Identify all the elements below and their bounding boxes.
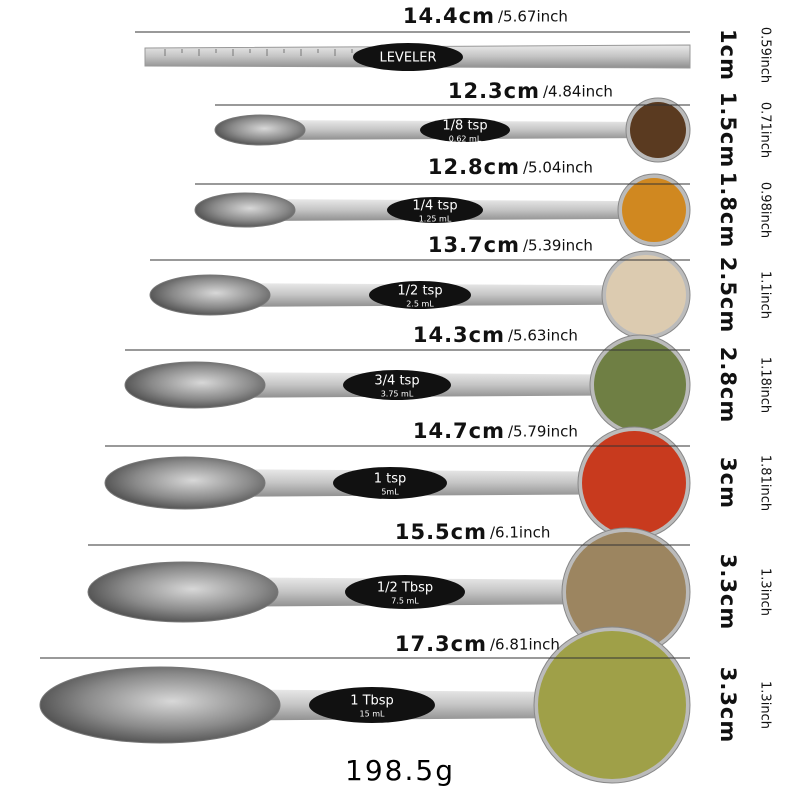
width-inch: 1.81inch <box>758 455 773 511</box>
width-inch: 0.59inch <box>758 27 773 83</box>
length-cm: 12.3cm <box>448 79 540 103</box>
label-oval <box>353 43 463 71</box>
spoon-volume: 0.62 mL <box>449 135 482 144</box>
width-cm: 1.8cm <box>716 172 740 249</box>
left-bowl <box>194 192 296 228</box>
spice <box>594 339 686 431</box>
label-oval <box>369 281 471 309</box>
label-oval <box>343 370 451 400</box>
width-inch: 1.18inch <box>758 357 773 413</box>
label-oval <box>345 575 465 609</box>
spice <box>582 431 686 535</box>
width-cm: 3cm <box>716 457 740 509</box>
length-cm: 14.4cm <box>403 4 495 28</box>
label-oval <box>387 197 483 223</box>
width-inch: 1.1inch <box>758 271 773 319</box>
length-inch: /4.84inch <box>543 83 613 101</box>
left-bowl <box>87 561 279 623</box>
width-cm: 2.5cm <box>716 257 740 334</box>
spoon-label: 1 Tbsp <box>350 694 394 709</box>
spoon-volume: 15 mL <box>360 710 386 719</box>
width-cm: 2.8cm <box>716 347 740 424</box>
spoon-label: 3/4 tsp <box>374 374 419 389</box>
length-inch: /6.1inch <box>490 524 550 542</box>
left-bowl <box>39 666 281 744</box>
spoon-label: 1/4 tsp <box>412 199 457 214</box>
label-oval <box>309 687 435 723</box>
spoon-volume: 5mL <box>381 488 399 497</box>
width-inch: 0.98inch <box>758 182 773 238</box>
spoon-label: 1/2 Tbsp <box>377 581 433 596</box>
width-cm: 3.3cm <box>716 554 740 631</box>
spice <box>566 532 686 652</box>
width-cm: 1.5cm <box>716 92 740 169</box>
spoon-label: 1/8 tsp <box>442 119 487 134</box>
left-bowl <box>124 361 266 409</box>
width-cm: 1cm <box>716 29 740 81</box>
left-bowl <box>149 274 271 316</box>
length-cm: 17.3cm <box>395 632 487 656</box>
width-cm: 3.3cm <box>716 667 740 744</box>
width-inch: 0.71inch <box>758 102 773 158</box>
spoon-volume: 7.5 mL <box>391 597 419 606</box>
spoon-volume: 3.75 mL <box>381 390 414 399</box>
spice <box>538 631 686 779</box>
length-inch: /6.81inch <box>490 636 560 654</box>
spoon-label: 1/2 tsp <box>397 284 442 299</box>
length-inch: /5.63inch <box>508 327 578 345</box>
length-inch: /5.39inch <box>523 237 593 255</box>
left-bowl <box>214 114 306 146</box>
left-bowl <box>104 456 266 510</box>
length-inch: /5.79inch <box>508 423 578 441</box>
width-inch: 1.3inch <box>758 568 773 616</box>
length-cm: 12.8cm <box>428 155 520 179</box>
spoon-volume: 1.25 mL <box>419 215 452 224</box>
spoon-volume: 2.5 mL <box>406 300 434 309</box>
label-oval <box>420 118 510 142</box>
spice <box>606 255 686 335</box>
length-inch: /5.67inch <box>498 8 568 26</box>
weight: 198.5g <box>345 754 455 787</box>
spice <box>630 102 686 158</box>
length-cm: 15.5cm <box>395 520 487 544</box>
spice <box>622 178 686 242</box>
length-cm: 14.7cm <box>413 419 505 443</box>
length-cm: 13.7cm <box>428 233 520 257</box>
label-oval <box>333 467 447 499</box>
leveler-label: LEVELER <box>379 51 436 66</box>
length-inch: /5.04inch <box>523 159 593 177</box>
length-cm: 14.3cm <box>413 323 505 347</box>
width-inch: 1.3inch <box>758 681 773 729</box>
spoon-label: 1 tsp <box>374 472 407 487</box>
